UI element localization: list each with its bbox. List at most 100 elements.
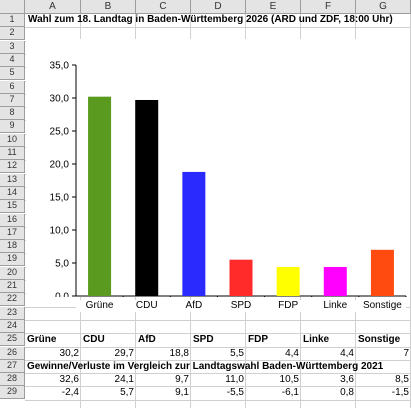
row-header-20[interactable]: 20 (0, 266, 25, 280)
row-header-3[interactable]: 3 (0, 40, 25, 54)
y-tick-label: 35,0 (50, 61, 70, 72)
column-header-b[interactable]: B (81, 0, 136, 14)
result-cell[interactable]: 4,4 (340, 347, 354, 359)
grid-line-horizontal (25, 399, 411, 401)
result-2021-cell[interactable]: 9,7 (175, 374, 189, 386)
result-cell[interactable]: 30,2 (59, 347, 79, 359)
y-tick-label: 0,0 (55, 292, 69, 298)
row-header-22[interactable]: 22 (0, 293, 25, 307)
row-header-9[interactable]: 9 (0, 120, 25, 134)
row-header-8[interactable]: 8 (0, 107, 25, 121)
party-header-cell[interactable]: AfD (138, 334, 156, 346)
y-tick-label: 5,0 (55, 259, 69, 270)
x-tick-label: CDU (123, 300, 171, 312)
y-tick-label: 10,0 (50, 226, 70, 237)
bar-linke (323, 266, 347, 296)
change-cell[interactable]: -6,1 (281, 387, 299, 399)
row-header-26[interactable]: 26 (0, 346, 25, 360)
sheet-title-cell[interactable]: Wahl zum 18. Landtag in Baden-Württember… (28, 14, 393, 25)
change-cell[interactable]: 5,7 (120, 387, 134, 399)
result-2021-cell[interactable]: 24,1 (114, 374, 134, 386)
row-header-2[interactable]: 2 (0, 27, 25, 41)
row-header-28[interactable]: 28 (0, 373, 25, 387)
row-header-10[interactable]: 10 (0, 133, 25, 147)
y-tick-label: 30,0 (50, 94, 70, 105)
result-2021-cell[interactable]: 10,5 (279, 374, 299, 386)
row-header-16[interactable]: 16 (0, 213, 25, 227)
column-header-g[interactable]: G (356, 0, 411, 14)
column-header-f[interactable]: F (301, 0, 356, 14)
row-header-27[interactable]: 27 (0, 359, 25, 373)
change-cell[interactable]: -1,5 (391, 387, 409, 399)
grid-line-horizontal (25, 346, 411, 348)
result-cell[interactable]: 5,5 (230, 347, 244, 359)
row-header-18[interactable]: 18 (0, 240, 25, 254)
select-all-corner[interactable] (0, 0, 25, 14)
result-cell[interactable]: 4,4 (285, 347, 299, 359)
x-tick-label: Linke (311, 300, 359, 312)
row-header-29[interactable]: 29 (0, 386, 25, 400)
grid-line-horizontal (25, 386, 411, 388)
grid-line-horizontal (25, 333, 411, 335)
bar-fdp (276, 266, 300, 296)
row-header-11[interactable]: 11 (0, 147, 25, 160)
row-header-15[interactable]: 15 (0, 200, 25, 214)
party-header-cell[interactable]: Sonstige (358, 334, 401, 346)
party-header-cell[interactable]: Grüne (27, 334, 57, 346)
row-header-21[interactable]: 21 (0, 280, 25, 293)
bar-afd (182, 171, 206, 296)
x-tick-label: Grüne (76, 300, 124, 312)
party-header-cell[interactable]: FDP (248, 334, 268, 346)
grid-line-horizontal (25, 27, 411, 29)
row-header-24[interactable]: 24 (0, 319, 25, 333)
change-cell[interactable]: 9,1 (175, 387, 189, 399)
bar-spd (229, 259, 253, 296)
change-cell[interactable]: -5,5 (226, 387, 244, 399)
row-header-25[interactable]: 25 (0, 333, 25, 347)
column-header-a[interactable]: A (25, 0, 81, 14)
party-header-cell[interactable]: CDU (83, 334, 105, 346)
chart-area (26, 39, 410, 297)
grid-line-horizontal (25, 359, 411, 361)
y-tick-label: 15,0 (50, 193, 70, 204)
result-cell[interactable]: 29,7 (114, 347, 134, 359)
row-header-1[interactable]: 1 (0, 14, 25, 27)
result-2021-cell[interactable]: 3,6 (340, 374, 354, 386)
column-header-c[interactable]: C (136, 0, 191, 14)
row-header-13[interactable]: 13 (0, 173, 25, 187)
result-cell[interactable]: 7 (403, 347, 409, 359)
x-tick-label: AfD (170, 300, 218, 312)
row-header-23[interactable]: 23 (0, 306, 25, 320)
row-header-14[interactable]: 14 (0, 186, 25, 200)
grid-line-horizontal (25, 319, 411, 321)
row-header-17[interactable]: 17 (0, 226, 25, 240)
column-header-d[interactable]: D (191, 0, 246, 14)
result-2021-cell[interactable]: 11,0 (225, 374, 244, 386)
result-2021-cell[interactable]: 32,6 (59, 374, 79, 386)
y-tick-label: 20,0 (50, 160, 70, 171)
comparison-title-cell[interactable]: Gewinne/Verluste im Vergleich zur Landta… (27, 360, 384, 372)
row-header-4[interactable]: 4 (0, 53, 25, 67)
party-header-cell[interactable]: Linke (303, 334, 330, 346)
x-tick-label: FDP (264, 300, 312, 312)
row-header-12[interactable]: 12 (0, 160, 25, 174)
row-header-19[interactable]: 19 (0, 253, 25, 267)
result-cell[interactable]: 18,8 (169, 347, 189, 359)
row-header-6[interactable]: 6 (0, 80, 25, 94)
row-header-7[interactable]: 7 (0, 93, 25, 107)
row-header-5[interactable]: 5 (0, 67, 25, 81)
bar-gr-ne (88, 96, 112, 297)
bar-cdu (135, 99, 159, 296)
column-header-e[interactable]: E (246, 0, 301, 14)
bar-chart[interactable]: 0,0 5,0 10,0 15,0 20,0 25,0 30,0 35,0 (26, 39, 410, 297)
result-2021-cell[interactable]: 8,5 (395, 374, 409, 386)
party-header-cell[interactable]: SPD (193, 334, 214, 346)
bar-sonstige (370, 249, 394, 296)
x-tick-label: Sonstige (358, 300, 406, 312)
grid-line-horizontal (25, 373, 411, 375)
change-cell[interactable]: 0,8 (340, 387, 354, 399)
y-tick-label: 25,0 (50, 127, 70, 138)
change-cell[interactable]: -2,4 (61, 387, 79, 399)
x-tick-label: SPD (217, 300, 265, 312)
